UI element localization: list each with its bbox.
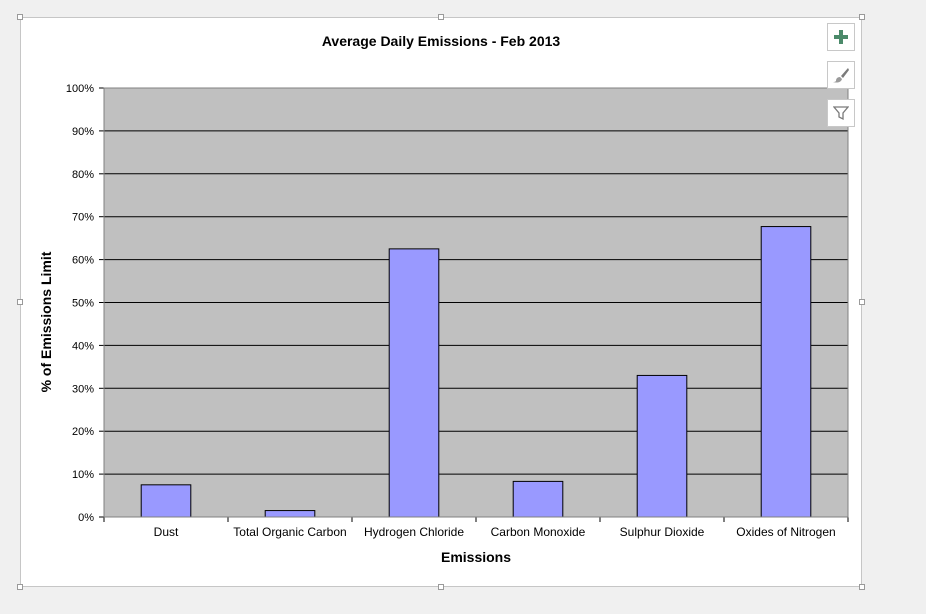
- resize-handle-top-left[interactable]: [17, 14, 23, 20]
- y-tick-label: 60%: [72, 255, 94, 267]
- y-tick-label: 50%: [72, 298, 94, 310]
- resize-handle-left[interactable]: [17, 299, 23, 305]
- y-tick-label: 40%: [72, 340, 94, 352]
- bar[interactable]: [636, 374, 688, 518]
- x-tick-label: Oxides of Nitrogen: [736, 525, 835, 539]
- y-tick-label: 100%: [66, 83, 94, 95]
- resize-handle-right[interactable]: [859, 299, 865, 305]
- y-tick-label: 30%: [72, 383, 94, 395]
- plot-border: [103, 87, 849, 518]
- y-tick-label: 10%: [72, 469, 94, 481]
- y-axis-title: % of Emissions Limit: [38, 251, 54, 392]
- x-tick-label: Hydrogen Chloride: [364, 525, 464, 539]
- chart-styles-button[interactable]: [827, 61, 855, 89]
- bars: [140, 226, 812, 518]
- resize-handle-bottom-right[interactable]: [859, 584, 865, 590]
- resize-handle-bottom[interactable]: [438, 584, 444, 590]
- resize-handle-top[interactable]: [438, 14, 444, 20]
- axes: [99, 87, 849, 522]
- bar[interactable]: [388, 248, 440, 518]
- tick-labels: 0% 10% 20% 30% 40% 50% 60% 70% 80% 90% 100% Dust Tot…: [66, 83, 836, 539]
- y-tick-label: 0%: [78, 512, 94, 524]
- y-tick-label: 20%: [72, 426, 94, 438]
- x-tick-label: Dust: [154, 525, 179, 539]
- chart-title: Average Daily Emissions - Feb 2013: [322, 33, 561, 49]
- chart-filters-button[interactable]: [827, 99, 855, 127]
- y-tick-label: 80%: [72, 169, 94, 181]
- bar[interactable]: [140, 484, 192, 518]
- y-tick-label: 70%: [72, 212, 94, 224]
- bar[interactable]: [264, 510, 316, 518]
- filter-icon: [833, 106, 849, 121]
- paintbrush-icon: [833, 68, 849, 83]
- x-tick-label: Total Organic Carbon: [233, 525, 346, 539]
- x-tick-label: Sulphur Dioxide: [620, 525, 705, 539]
- plus-icon: [834, 30, 848, 44]
- bar[interactable]: [760, 226, 812, 518]
- y-tick-label: 90%: [72, 126, 94, 138]
- chart-elements-button[interactable]: [827, 23, 855, 51]
- x-axis-title: Emissions: [441, 549, 511, 565]
- resize-handle-top-right[interactable]: [859, 14, 865, 20]
- resize-handle-bottom-left[interactable]: [17, 584, 23, 590]
- bar[interactable]: [512, 480, 564, 518]
- x-tick-label: Carbon Monoxide: [491, 525, 586, 539]
